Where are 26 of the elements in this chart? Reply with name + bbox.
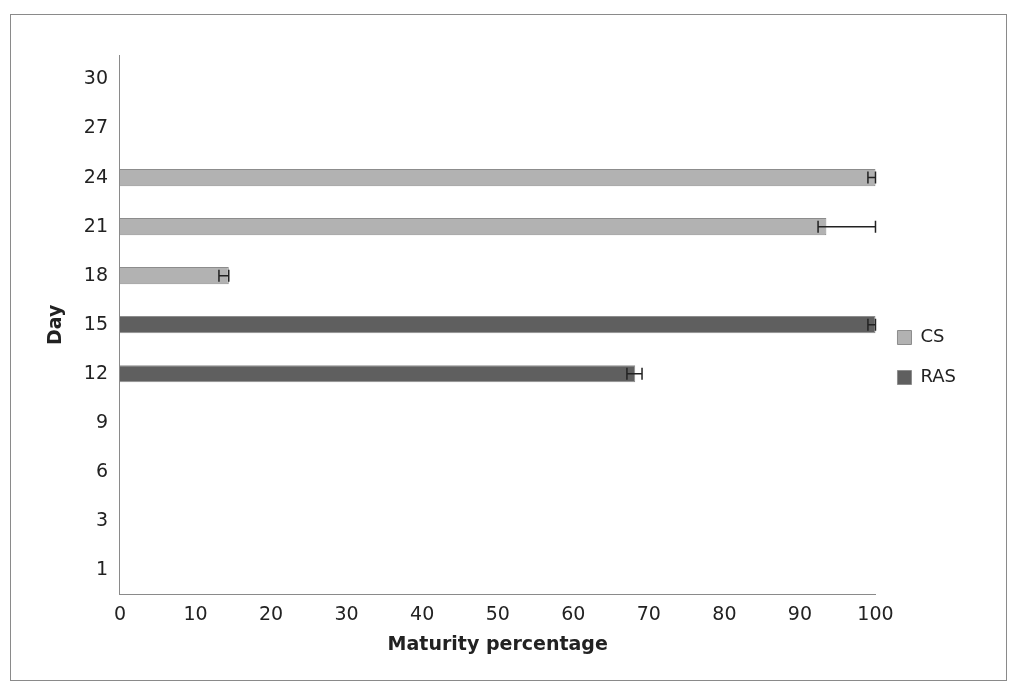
- y-tick-label: 15: [83, 311, 108, 334]
- y-tick-label: 1: [95, 556, 108, 579]
- y-tick-label: 9: [95, 409, 108, 432]
- y-tick-label: 3: [95, 507, 108, 530]
- y-tick-label: 24: [83, 164, 108, 187]
- x-tick-label: 0: [113, 601, 127, 624]
- x-tick-label: 40: [410, 601, 435, 624]
- x-tick-label: 60: [561, 601, 586, 624]
- x-tick-label: 70: [636, 601, 661, 624]
- x-tick-label: 90: [787, 601, 813, 624]
- y-tick-label: 30: [83, 66, 108, 89]
- x-axis-title: Maturity percentage: [387, 631, 608, 654]
- x-tick-label: 20: [258, 601, 284, 624]
- y-axis-title: Day: [43, 303, 66, 345]
- x-tick-label: 50: [485, 601, 510, 624]
- x-tick-label: 100: [857, 601, 894, 624]
- x-tick-label: 30: [334, 601, 359, 624]
- legend-label: RAS: [920, 365, 957, 387]
- y-tick-label: 12: [83, 360, 108, 383]
- legend-label: CS: [920, 325, 945, 347]
- y-tick-label: 18: [83, 262, 108, 285]
- x-tick-label: 80: [712, 601, 737, 624]
- y-tick-label: 21: [83, 213, 108, 236]
- y-tick-label: 27: [83, 115, 108, 138]
- x-tick-label: 10: [183, 601, 208, 624]
- y-tick-label: 6: [95, 458, 108, 481]
